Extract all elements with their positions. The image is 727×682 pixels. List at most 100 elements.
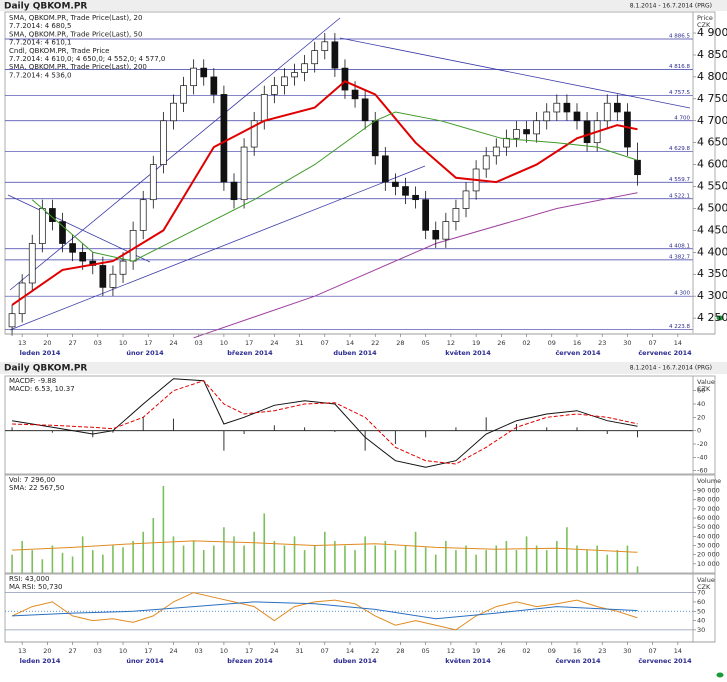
y-tick-label: 4 400 (697, 245, 727, 258)
x-tick-label: 03 (195, 647, 203, 655)
month-label: červenec 2014 (638, 657, 692, 665)
month-label: červen 2014 (555, 349, 601, 357)
volume-bar (334, 540, 336, 573)
volume-bar (11, 554, 13, 573)
candle-body (543, 111, 551, 122)
candle-body (119, 260, 127, 275)
y-axis-label: Price (697, 14, 713, 22)
month-label: únor 2014 (126, 349, 164, 357)
y-tick-label: 70 (697, 589, 705, 597)
candle-body (563, 102, 571, 113)
volume-bar (162, 485, 165, 573)
month-label: duben 2014 (333, 349, 377, 357)
volume-bar (172, 536, 175, 573)
line-series (11, 592, 638, 631)
y-tick-label: 50 000 (697, 523, 720, 531)
x-tick-label: 09 (548, 647, 556, 655)
line-series (11, 80, 638, 306)
volume-bar (545, 550, 548, 573)
x-tick-label: 26 (497, 647, 505, 655)
candle-body (301, 63, 308, 73)
x-tick-label: 17 (245, 647, 253, 655)
month-label: červenec 2014 (638, 349, 692, 357)
x-tick-label: 24 (270, 647, 278, 655)
volume-bar (535, 545, 538, 573)
level-label: 4 700 (674, 115, 690, 121)
volume-bar (61, 552, 64, 573)
legend-entry: RSI: 43,000 (9, 575, 49, 583)
x-tick-label: 28 (396, 339, 404, 347)
x-tick-label: 09 (548, 339, 556, 347)
legend-entry: SMA, QBKOM.PR, Trade Price(Last), 20 (9, 14, 142, 22)
level-label: 4 559.7 (669, 177, 690, 183)
status-dot (716, 672, 724, 678)
y-axis-unit: CZK (697, 583, 711, 591)
y-tick-label: 4 350 (697, 267, 727, 280)
candle-body (503, 137, 510, 148)
x-tick-label: 23 (598, 647, 606, 655)
candle-body (583, 120, 591, 144)
level-label: 4 522.1 (669, 193, 690, 199)
y-axis-label: Value (697, 576, 715, 584)
volume-bar (243, 545, 245, 573)
candle-body (69, 243, 76, 253)
candle-body (624, 111, 631, 148)
candle-body (240, 146, 248, 201)
x-tick-label: 24 (169, 647, 177, 655)
candle-body (533, 120, 540, 135)
volume-bar (213, 545, 215, 573)
candle-body (613, 102, 621, 113)
volume-bar (495, 545, 498, 573)
x-tick-label: 05 (422, 647, 430, 655)
candle-body (603, 102, 611, 122)
month-label: duben 2014 (333, 657, 377, 665)
y-axis-label: Value (697, 378, 715, 386)
volume-bar (223, 527, 225, 573)
x-tick-label: 28 (396, 647, 404, 655)
y-tick-label: 60 (697, 387, 705, 395)
x-tick-label: 20 (43, 339, 51, 347)
volume-bar (41, 559, 44, 573)
volume-bar (202, 550, 205, 573)
level-label: 4 886.5 (669, 33, 690, 39)
y-tick-label: 40 (697, 400, 705, 408)
volume-bar (445, 540, 447, 573)
candle-body (351, 89, 359, 100)
volume-bar (515, 550, 518, 573)
line-series (12, 380, 638, 465)
x-tick-label: 22 (371, 647, 379, 655)
y-tick-label: 4 800 (697, 70, 727, 83)
candle-body (331, 41, 339, 69)
x-tick-label: 17 (245, 339, 253, 347)
volume-bar (384, 540, 387, 573)
candle-body (139, 199, 147, 231)
volume-bar (616, 550, 619, 573)
candle-body (160, 120, 167, 165)
volume-bar (253, 531, 255, 573)
month-label: únor 2014 (126, 657, 164, 665)
volume-bar (525, 536, 528, 573)
y-tick-label: 20 000 (697, 551, 720, 559)
volume-bar (31, 550, 34, 573)
candle-body (634, 159, 641, 176)
x-tick-label: 31 (295, 647, 303, 655)
volume-bar (596, 545, 598, 573)
volume-bar (81, 536, 84, 573)
level-label: 4 629.8 (669, 146, 690, 152)
level-label: 4 223.8 (669, 324, 690, 330)
y-tick-label: -20 (697, 440, 708, 448)
candle-body (381, 155, 389, 183)
month-label: leden 2014 (20, 657, 61, 665)
x-tick-label: 10 (119, 647, 127, 655)
volume-bar (323, 531, 326, 573)
header-strip (0, 362, 727, 374)
candle-body (99, 265, 107, 288)
candle-body (281, 76, 288, 87)
y-tick-label: 20 (697, 413, 705, 421)
legend-entry: SMA, QBKOM.PR, Trade Price(Last), 200 (9, 63, 147, 71)
candle-body (513, 129, 520, 139)
y-tick-label: 4 300 (697, 289, 727, 302)
legend-entry: 7.7.2014: 4 680,5 (9, 22, 71, 30)
legend-entry: SMA, QBKOM.PR, Trade Price(Last), 50 (9, 30, 142, 38)
level-label: 4 300 (674, 291, 690, 297)
